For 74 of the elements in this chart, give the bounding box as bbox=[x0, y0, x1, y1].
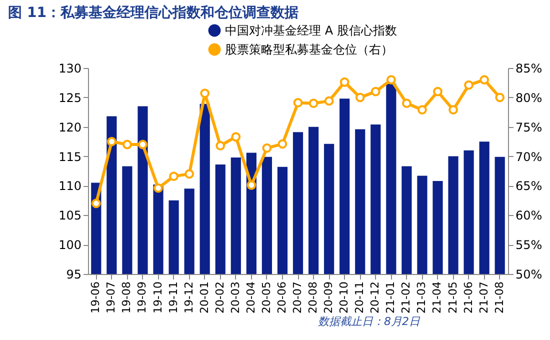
point bbox=[200, 88, 210, 98]
legend-label: 股票策略型私募基金仓位（右） bbox=[225, 42, 393, 56]
y-tick-label: 100 bbox=[58, 238, 82, 252]
x-tick-label: 19-08 bbox=[120, 282, 134, 314]
x-tick-label: 20-01 bbox=[198, 282, 211, 314]
y2-tick-label: 55% bbox=[516, 238, 542, 252]
x-tick-label: 19-07 bbox=[104, 282, 118, 314]
x-tick-label: 20-09 bbox=[322, 282, 336, 314]
x-tick-label: 21-02 bbox=[400, 282, 413, 314]
x-tick-label: 19-12 bbox=[182, 282, 196, 314]
point bbox=[370, 86, 380, 96]
y2-tick-label: 50% bbox=[516, 268, 542, 282]
point bbox=[262, 143, 272, 153]
point bbox=[231, 132, 241, 142]
x-tick-label: 20-12 bbox=[368, 282, 382, 314]
x-tick-label: 20-10 bbox=[338, 282, 351, 314]
y-tick-label: 95 bbox=[66, 268, 82, 282]
y-tick-label: 115 bbox=[58, 150, 82, 164]
point bbox=[433, 86, 442, 96]
point bbox=[216, 140, 226, 150]
point bbox=[278, 139, 288, 149]
legend-label: 中国对冲基金经理 A 股信心指数 bbox=[225, 24, 397, 38]
x-tick-label: 19-06 bbox=[89, 282, 102, 314]
x-tick-label: 21-08 bbox=[492, 282, 506, 314]
y2-tick-label: 70% bbox=[516, 150, 542, 164]
point bbox=[324, 96, 334, 106]
x-tick-label: 21-01 bbox=[384, 282, 398, 314]
y2-tick-label: 65% bbox=[516, 179, 542, 194]
x-tick-label: 20-07 bbox=[291, 282, 304, 314]
x-tick-label: 21-03 bbox=[415, 282, 428, 314]
x-tick-label: 19-10 bbox=[151, 282, 164, 314]
point bbox=[386, 75, 396, 84]
point bbox=[355, 92, 365, 102]
text: 数据截止日：8月2日 bbox=[318, 315, 421, 328]
chart-title: 图 11：私募基金经理信心指数和仓位调查数据 bbox=[8, 4, 298, 21]
x-tick-label: 20-04 bbox=[244, 282, 258, 314]
x-tick-label: 21-05 bbox=[446, 282, 460, 314]
point bbox=[122, 140, 132, 150]
y-tick-label: 110 bbox=[58, 179, 82, 194]
y-tick-label: 125 bbox=[58, 90, 82, 105]
x-tick-label: 19-11 bbox=[166, 282, 180, 314]
point bbox=[340, 77, 350, 87]
x-tick-label: 20-02 bbox=[213, 282, 226, 314]
y2-tick-label: 80% bbox=[516, 90, 542, 105]
point bbox=[138, 140, 148, 150]
point bbox=[184, 169, 194, 179]
x-tick-label: 21-04 bbox=[430, 282, 444, 314]
y2-tick-label: 75% bbox=[516, 120, 542, 134]
y2-tick-label: 85% bbox=[516, 62, 542, 76]
point bbox=[495, 92, 505, 102]
y-tick-label: 120 bbox=[58, 120, 82, 134]
y-tick-label: 105 bbox=[58, 208, 82, 223]
point bbox=[418, 105, 427, 114]
point bbox=[464, 80, 474, 90]
point bbox=[293, 98, 303, 108]
x-tick-label: 19-09 bbox=[136, 282, 149, 314]
point bbox=[480, 75, 490, 84]
point bbox=[246, 180, 256, 190]
x-tick-label: 20-11 bbox=[353, 282, 366, 314]
point bbox=[308, 98, 318, 108]
point bbox=[106, 136, 116, 146]
x-tick-label: 21-07 bbox=[477, 282, 490, 314]
x-tick-label: 20-05 bbox=[260, 282, 273, 314]
y2-tick-label: 60% bbox=[516, 208, 542, 223]
x-tick-label: 20-08 bbox=[306, 282, 320, 314]
point bbox=[402, 98, 412, 108]
x-tick-label: 20-03 bbox=[228, 282, 242, 314]
point bbox=[169, 172, 178, 181]
point bbox=[154, 183, 163, 193]
x-tick-label: 20-06 bbox=[275, 282, 288, 314]
x-tick-label: 21-06 bbox=[462, 282, 475, 314]
point bbox=[91, 198, 101, 208]
point bbox=[448, 105, 458, 114]
y-tick-label: 130 bbox=[58, 62, 82, 76]
